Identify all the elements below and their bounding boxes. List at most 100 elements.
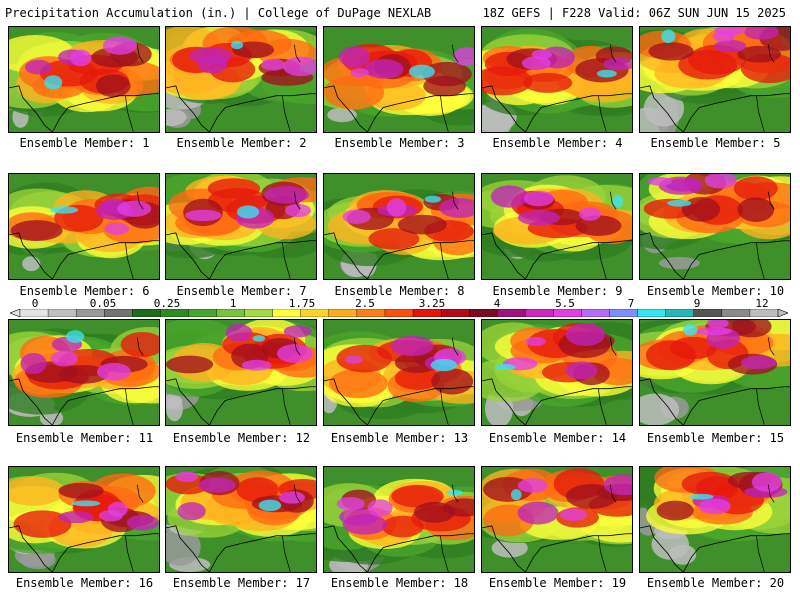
ensemble-member-map [323, 466, 475, 573]
colorbar-segment [553, 309, 583, 317]
colorbar-segment [272, 309, 302, 317]
ensemble-member-label: Ensemble Member: 16 [15, 576, 154, 590]
ensemble-member-map [639, 26, 791, 133]
precip-field [482, 320, 632, 425]
colorbar-segment [637, 309, 667, 317]
ensemble-member-label: Ensemble Member: 18 [330, 576, 469, 590]
precip-field [640, 467, 790, 572]
colorbar-segment [300, 309, 330, 317]
ensemble-member-label: Ensemble Member: 3 [334, 136, 465, 150]
ensemble-member-map [8, 26, 160, 133]
ensemble-member-label: Ensemble Member: 7 [176, 284, 307, 298]
ensemble-member-label: Ensemble Member: 4 [492, 136, 623, 150]
ensemble-member-label: Ensemble Member: 1 [19, 136, 150, 150]
precip-field [9, 320, 159, 425]
ensemble-member-label: Ensemble Member: 2 [176, 136, 307, 150]
ensemble-member-map [639, 319, 791, 426]
run-valid-time: 18Z GEFS | F228 Valid: 06Z SUN JUN 15 20… [482, 6, 786, 20]
precip-field [324, 320, 474, 425]
colorbar-tick-label: 0 [31, 297, 39, 310]
precip-field [640, 27, 790, 132]
colorbar-segment [693, 309, 723, 317]
precip-field [324, 27, 474, 132]
colorbar-segment [47, 309, 77, 317]
colorbar-segment [328, 309, 358, 317]
map-title: Precipitation Accumulation (in.) | Colle… [5, 6, 432, 20]
precip-field [482, 27, 632, 132]
precip-field [482, 174, 632, 279]
precip-field [640, 174, 790, 279]
ensemble-member-map [8, 319, 160, 426]
ensemble-member-map [639, 466, 791, 573]
ensemble-member-label: Ensemble Member: 5 [650, 136, 781, 150]
ensemble-member-label: Ensemble Member: 15 [646, 431, 785, 445]
ensemble-member-map [165, 26, 317, 133]
colorbar-tick-label: 9 [693, 297, 701, 310]
colorbar-segment [216, 309, 246, 317]
precip-field [166, 27, 316, 132]
ensemble-member-map [481, 26, 633, 133]
colorbar-segment [497, 309, 527, 317]
precip-field [166, 174, 316, 279]
precip-field [9, 174, 159, 279]
ensemble-member-map [165, 173, 317, 280]
colorbar-segment [525, 309, 555, 317]
colorbar-tick-label: 3.25 [418, 297, 446, 310]
colorbar-scale [10, 309, 788, 317]
colorbar-max-arrow [777, 309, 788, 317]
precip-field [166, 320, 316, 425]
ensemble-member-label: Ensemble Member: 8 [334, 284, 465, 298]
header: Precipitation Accumulation (in.) | Colle… [0, 0, 800, 24]
colorbar-segment [721, 309, 751, 317]
colorbar-segment [244, 309, 274, 317]
ensemble-member-map [165, 319, 317, 426]
ensemble-member-label: Ensemble Member: 6 [19, 284, 150, 298]
colorbar-tick-label: 2.5 [355, 297, 375, 310]
colorbar-segment [581, 309, 611, 317]
colorbar-segment [609, 309, 639, 317]
ensemble-member-map [481, 319, 633, 426]
colorbar-segment [468, 309, 498, 317]
precip-field [324, 174, 474, 279]
colorbar-segment [356, 309, 386, 317]
colorbar-segment [75, 309, 105, 317]
ensemble-member-map [165, 466, 317, 573]
precip-field [9, 27, 159, 132]
ensemble-member-label: Ensemble Member: 10 [646, 284, 785, 298]
precip-field [9, 467, 159, 572]
colorbar-segment [749, 309, 779, 317]
colorbar-tick-label: 7 [627, 297, 635, 310]
colorbar-segment [188, 309, 218, 317]
colorbar-tick-label: 5.5 [555, 297, 575, 310]
precip-field [324, 467, 474, 572]
ensemble-member-label: Ensemble Member: 19 [488, 576, 627, 590]
ensemble-member-map [481, 466, 633, 573]
ensemble-member-map [8, 466, 160, 573]
colorbar-tick-label: 4 [493, 297, 501, 310]
ensemble-member-label: Ensemble Member: 11 [15, 431, 154, 445]
ensemble-member-label: Ensemble Member: 14 [488, 431, 627, 445]
colorbar-min-arrow [10, 309, 21, 317]
precip-field [482, 467, 632, 572]
colorbar-segment [440, 309, 470, 317]
ensemble-member-map [323, 319, 475, 426]
colorbar-tick-label: 12 [755, 297, 769, 310]
ensemble-member-map [323, 173, 475, 280]
colorbar-segment [665, 309, 695, 317]
colorbar-segment [19, 309, 49, 317]
ensemble-member-map [481, 173, 633, 280]
colorbar-tick-label: 1 [229, 297, 237, 310]
ensemble-member-map [323, 26, 475, 133]
precip-field [640, 320, 790, 425]
colorbar-tick-label: 0.05 [89, 297, 117, 310]
ensemble-member-label: Ensemble Member: 17 [172, 576, 311, 590]
precip-field [166, 467, 316, 572]
colorbar-segment [104, 309, 133, 317]
ensemble-member-label: Ensemble Member: 12 [172, 431, 311, 445]
precip-colorbar: 0 0.05 0.25 1 1.75 2.5 3.25 4 5.5 7 9 12 [0, 297, 800, 317]
colorbar-tick-label: 1.75 [288, 297, 316, 310]
ensemble-member-label: Ensemble Member: 9 [492, 284, 623, 298]
colorbar-segment [160, 309, 190, 317]
colorbar-segment [384, 309, 414, 317]
colorbar-tick-label: 0.25 [153, 297, 181, 310]
